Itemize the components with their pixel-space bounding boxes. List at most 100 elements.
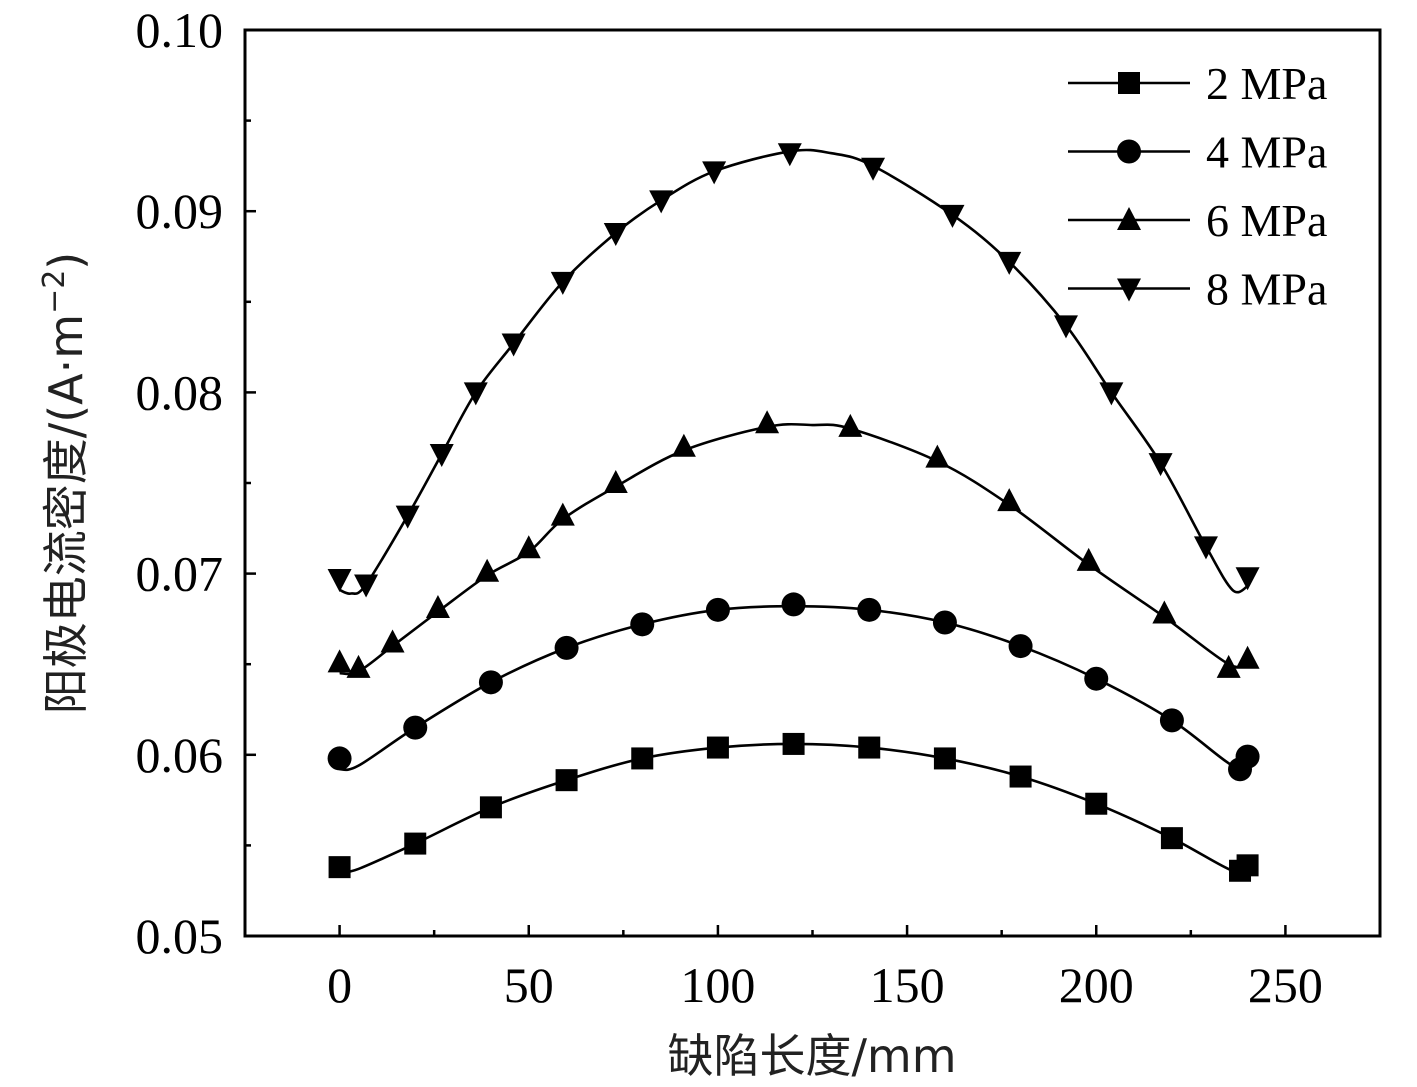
square-marker: [1009, 765, 1032, 788]
triangle-down-marker: [429, 444, 454, 468]
triangle-down-marker: [603, 222, 628, 246]
square-marker: [404, 832, 427, 855]
series-line: [339, 742, 1249, 874]
triangle-down-marker: [395, 505, 420, 529]
series-layer: [327, 143, 1260, 882]
triangle-down-marker: [997, 251, 1022, 275]
triangle-down-marker: [1053, 315, 1078, 339]
y-axis-title-main: 阳极电流密度/(A·m: [39, 314, 93, 714]
triangle-up-marker: [1117, 207, 1141, 230]
x-tick-label: 150: [870, 957, 945, 1013]
circle-marker: [705, 597, 730, 622]
triangle-down-marker: [649, 190, 674, 214]
y-axis-title-close: ): [39, 252, 93, 270]
circle-marker: [932, 610, 957, 635]
circle-marker: [857, 597, 882, 622]
circle-marker: [403, 715, 428, 740]
series-4-mpa: [327, 592, 1260, 782]
triangle-up-marker: [925, 444, 950, 468]
x-tick-label: 250: [1248, 957, 1323, 1013]
triangle-up-marker: [671, 433, 696, 457]
legend: 2 MPa 4 MPa 6 MPa 8 MPa: [1068, 58, 1327, 315]
circle-marker: [1117, 139, 1141, 164]
square-marker: [1236, 854, 1259, 877]
square-marker: [328, 856, 351, 879]
triangle-down-marker: [940, 204, 965, 228]
legend-item: 6 MPa: [1068, 195, 1327, 246]
square-marker: [933, 747, 956, 770]
circle-marker: [1084, 666, 1109, 691]
y-axis-title-exponent: −2: [37, 270, 72, 314]
x-tick-label: 0: [327, 957, 352, 1013]
triangle-down-marker: [1099, 382, 1124, 406]
x-tick-label: 50: [504, 957, 554, 1013]
triangle-up-marker: [327, 649, 352, 673]
circle-marker: [1008, 634, 1033, 659]
legend-label: 6 MPa: [1206, 195, 1327, 246]
y-tick-label: 0.08: [136, 364, 224, 420]
y-tick-labels: 0.05 0.06 0.07 0.08 0.09 0.10: [136, 2, 224, 964]
circle-marker: [327, 746, 352, 771]
x-tick-labels: 0 50 100 150 200 250: [327, 957, 1323, 1013]
triangle-down-marker: [1148, 453, 1173, 477]
legend-label: 4 MPa: [1206, 127, 1327, 178]
triangle-down-marker: [1117, 278, 1141, 302]
y-tick-label: 0.05: [136, 908, 224, 964]
series-line: [339, 422, 1249, 676]
y-tick-label: 0.07: [136, 546, 224, 602]
series-8-mpa: [327, 143, 1260, 598]
square-marker: [1085, 792, 1108, 815]
x-axis-title: 缺陷长度/mm: [667, 1029, 956, 1083]
x-tick-label: 200: [1059, 957, 1134, 1013]
triangle-down-marker: [861, 157, 886, 181]
tick-marks: [245, 28, 1287, 938]
triangle-up-marker: [1235, 645, 1260, 669]
legend-label: 2 MPa: [1206, 58, 1327, 109]
circle-marker: [781, 592, 806, 617]
square-marker: [1160, 827, 1183, 850]
square-marker: [631, 747, 654, 770]
circle-marker: [630, 612, 655, 637]
square-marker: [858, 736, 881, 759]
triangle-down-marker: [1193, 536, 1218, 560]
x-tick-label: 100: [680, 957, 755, 1013]
triangle-up-marker: [516, 535, 541, 559]
triangle-down-marker: [550, 271, 575, 295]
square-marker: [782, 732, 805, 755]
legend-label: 8 MPa: [1206, 264, 1327, 315]
square-marker: [1118, 72, 1140, 94]
triangle-down-marker: [777, 143, 802, 167]
triangle-down-marker: [501, 333, 526, 357]
square-marker: [555, 769, 578, 792]
triangle-up-marker: [475, 558, 500, 582]
triangle-up-marker: [755, 410, 780, 434]
circle-marker: [478, 670, 503, 695]
series-6-mpa: [327, 410, 1260, 678]
triangle-down-marker: [463, 382, 488, 406]
triangle-up-marker: [1216, 654, 1241, 678]
y-tick-label: 0.09: [136, 183, 224, 239]
square-marker: [479, 796, 502, 819]
y-tick-label: 0.10: [136, 2, 224, 58]
square-marker: [706, 736, 729, 759]
legend-item: 8 MPa: [1068, 264, 1327, 315]
triangle-down-marker: [1235, 567, 1260, 591]
triangle-up-marker: [346, 654, 371, 678]
circle-marker: [1235, 744, 1260, 769]
triangle-up-marker: [1152, 600, 1177, 624]
legend-item: 2 MPa: [1068, 58, 1327, 109]
triangle-up-marker: [838, 413, 863, 437]
triangle-up-marker: [550, 502, 575, 526]
y-axis-title: 阳极电流密度/(A·m−2): [37, 252, 93, 715]
legend-item: 4 MPa: [1068, 127, 1327, 178]
triangle-down-marker: [702, 161, 727, 185]
triangle-up-marker: [425, 595, 450, 619]
series-2-mpa: [328, 732, 1259, 882]
triangle-up-marker: [380, 629, 405, 653]
triangle-up-marker: [1076, 547, 1101, 571]
series-line: [339, 148, 1249, 595]
triangle-up-marker: [603, 470, 628, 493]
circle-marker: [1159, 708, 1184, 733]
triangle-down-marker: [327, 569, 352, 593]
